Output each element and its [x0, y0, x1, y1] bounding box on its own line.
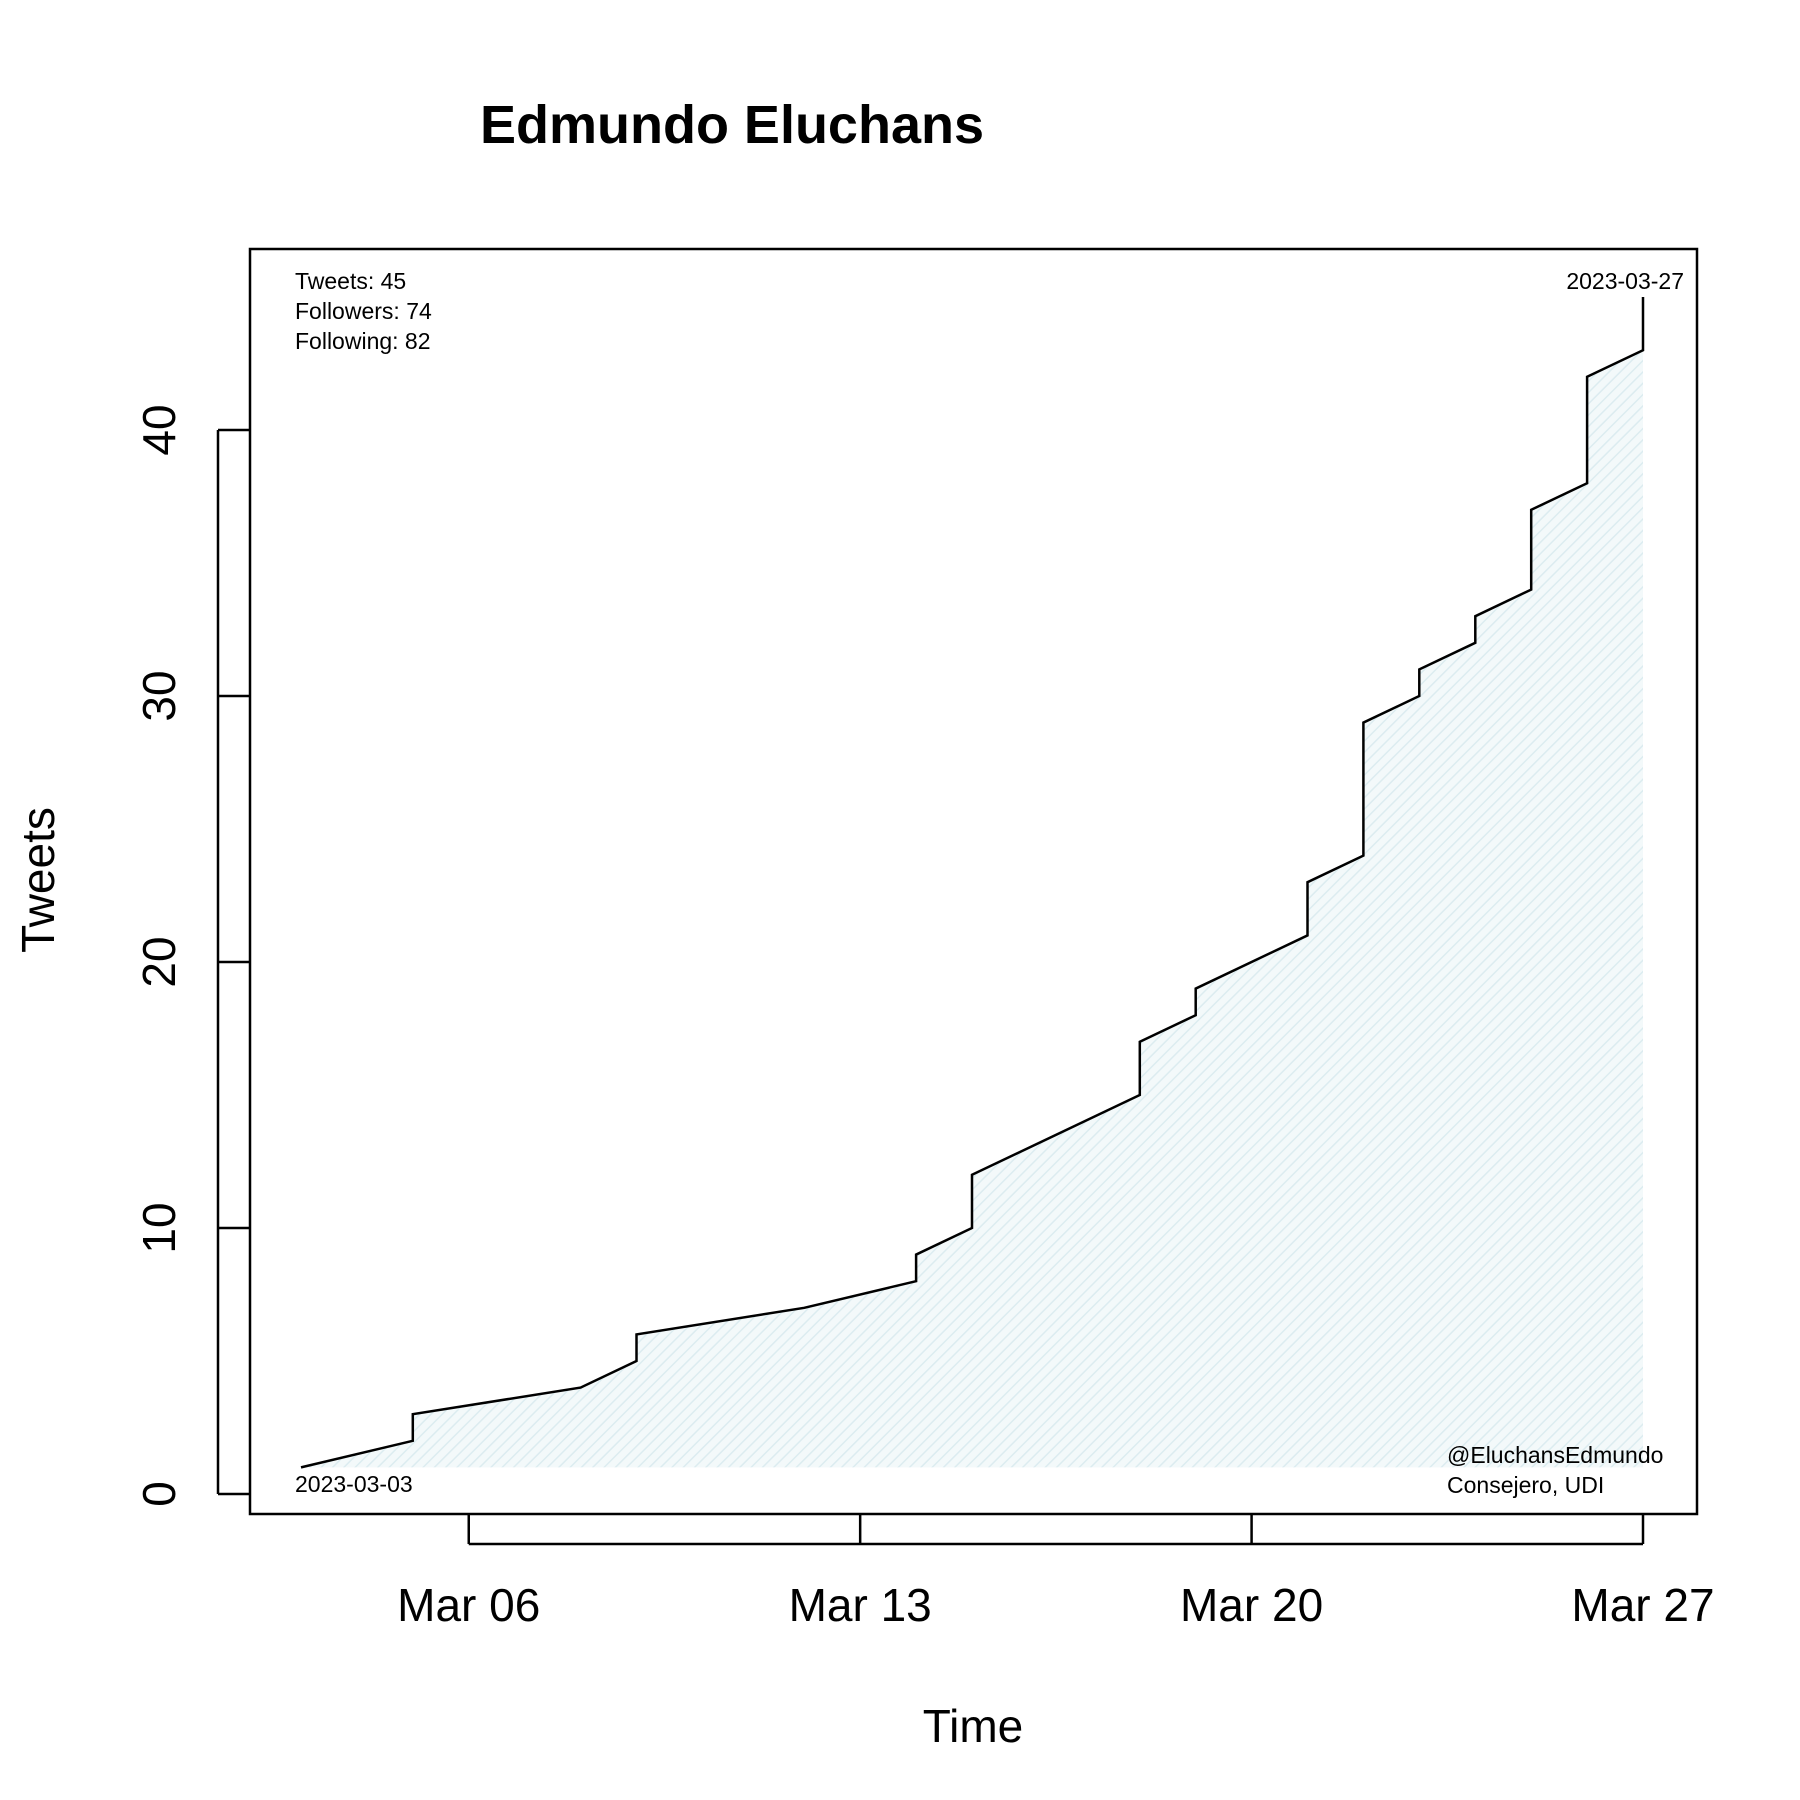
start-date-label: 2023-03-03 [295, 1471, 413, 1497]
x-tick-label: Mar 13 [789, 1579, 932, 1631]
stat-followers: Followers: 74 [295, 298, 432, 324]
x-tick-label: Mar 06 [397, 1579, 540, 1631]
x-tick-label: Mar 27 [1571, 1579, 1714, 1631]
plot-area [300, 297, 1645, 1469]
y-tick-label: 0 [133, 1481, 185, 1507]
chart-title: Edmundo Eluchans [480, 95, 984, 155]
x-axis: Mar 06 Mar 13 Mar 20 Mar 27 [397, 1514, 1715, 1631]
plot-frame [248, 247, 1699, 1516]
end-date-label: 2023-03-27 [1566, 268, 1684, 294]
y-tick-label: 10 [133, 1202, 185, 1253]
role-label: Consejero, UDI [1447, 1472, 1604, 1498]
y-tick-label: 30 [133, 670, 185, 721]
stat-following: Following: 82 [295, 328, 431, 354]
x-axis-title: Time [923, 1700, 1024, 1752]
x-tick-label: Mar 20 [1180, 1579, 1323, 1631]
y-axis: 0 10 20 30 40 [133, 404, 250, 1507]
handle-label: @EluchansEdmundo [1447, 1442, 1663, 1468]
area-fill [301, 297, 1643, 1468]
y-axis-title: Tweets [12, 807, 64, 953]
y-tick-label: 40 [133, 404, 185, 455]
stat-tweets: Tweets: 45 [295, 268, 406, 294]
series-line [300, 297, 1645, 1469]
y-tick-label: 20 [133, 936, 185, 987]
